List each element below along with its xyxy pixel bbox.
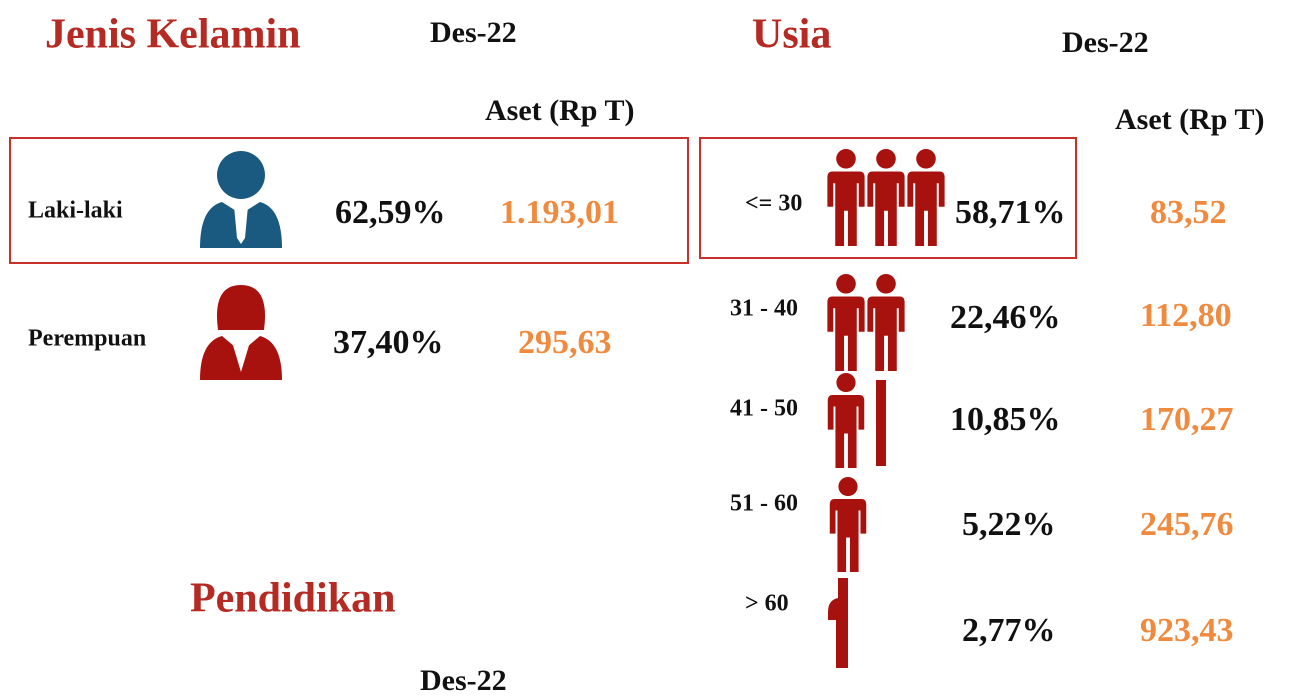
row-label: Laki-laki bbox=[28, 198, 123, 224]
person-icon bbox=[867, 273, 905, 371]
person-icon bbox=[827, 148, 865, 246]
person-icon bbox=[907, 148, 945, 246]
highlight-box bbox=[699, 137, 1077, 259]
asset: 295,63 bbox=[518, 324, 612, 361]
asset: 923,43 bbox=[1140, 612, 1234, 649]
share: 62,59% bbox=[335, 194, 446, 231]
age-row: <= 30 58,71% 83,52 bbox=[745, 148, 1227, 246]
partial-person-icon bbox=[828, 578, 848, 668]
person-icon bbox=[827, 273, 865, 371]
asset: 112,80 bbox=[1140, 297, 1232, 334]
partial-person-icon bbox=[876, 380, 886, 466]
highlight-box bbox=[9, 137, 689, 264]
age-row: 41 - 50 10,85% 170,27 bbox=[730, 372, 1234, 468]
age-row: 51 - 60 5,22% 245,76 bbox=[730, 476, 1234, 572]
share: 5,22% bbox=[962, 506, 1056, 543]
period: Des-22 bbox=[420, 664, 507, 697]
asset: 83,52 bbox=[1150, 194, 1227, 231]
column-header: Aset (Rp T) bbox=[485, 94, 634, 127]
row-label: Perempuan bbox=[28, 326, 146, 352]
share: 2,77% bbox=[962, 612, 1056, 649]
row-label: <= 30 bbox=[745, 191, 802, 217]
asset: 170,27 bbox=[1140, 401, 1234, 438]
section-title: Usia bbox=[752, 12, 831, 58]
asset: 245,76 bbox=[1140, 506, 1234, 543]
person-icon bbox=[827, 372, 865, 468]
age-row: > 60 2,77% 923,43 bbox=[745, 578, 1234, 668]
row-label: 41 - 50 bbox=[730, 396, 798, 422]
share: 58,71% bbox=[955, 194, 1066, 231]
column-header: Aset (Rp T) bbox=[1115, 103, 1264, 136]
row-label: 31 - 40 bbox=[730, 296, 798, 322]
asset: 1.193,01 bbox=[500, 194, 619, 231]
share: 10,85% bbox=[950, 401, 1061, 438]
section-title: Pendidikan bbox=[190, 576, 395, 622]
share: 37,40% bbox=[333, 324, 444, 361]
male-icon bbox=[200, 151, 282, 248]
age-row: 31 - 40 22,46% 112,80 bbox=[730, 273, 1232, 371]
period: Des-22 bbox=[1062, 26, 1149, 59]
female-icon bbox=[200, 285, 282, 380]
period: Des-22 bbox=[430, 16, 517, 49]
person-icon bbox=[867, 148, 905, 246]
section-title: Jenis Kelamin bbox=[45, 12, 301, 58]
share: 22,46% bbox=[950, 299, 1061, 336]
person-icon bbox=[829, 476, 867, 572]
row-label: 51 - 60 bbox=[730, 491, 798, 517]
row-label: > 60 bbox=[745, 591, 789, 617]
